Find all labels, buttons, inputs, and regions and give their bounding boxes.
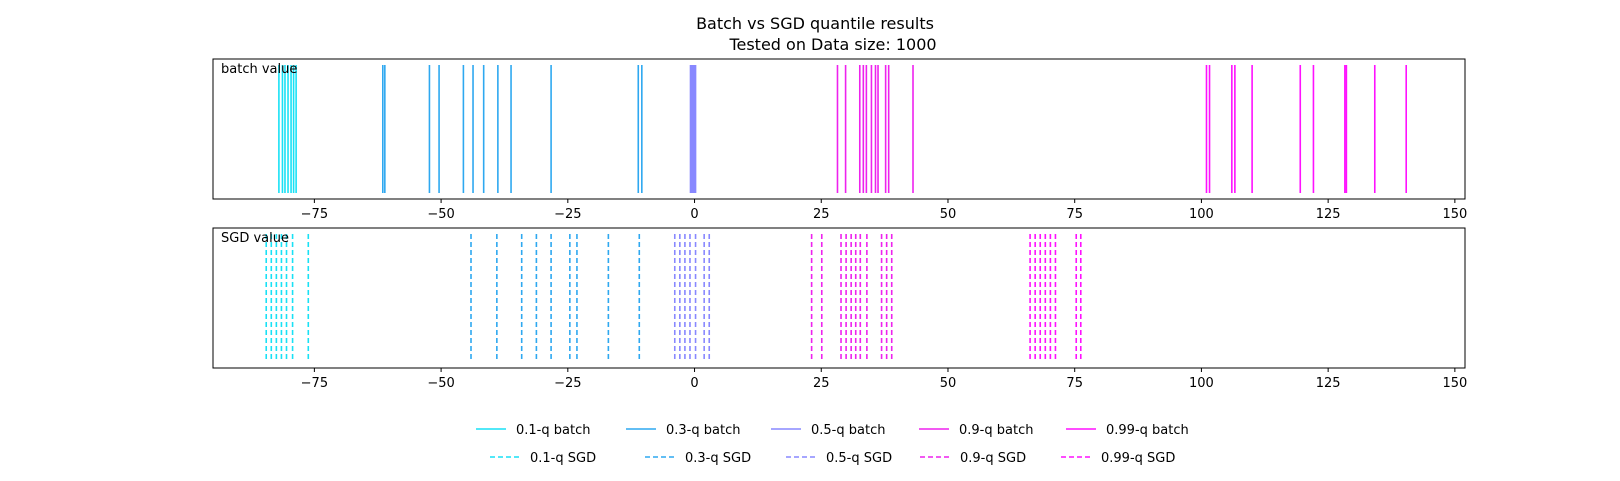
- x-tick-label: 125: [1316, 207, 1341, 222]
- x-tick-label: 0: [690, 207, 698, 222]
- legend-label: 0.99-q batch: [1106, 423, 1189, 438]
- x-tick-label: −25: [554, 376, 581, 391]
- x-tick-label: 100: [1189, 207, 1214, 222]
- legend-item: 0.99-q SGD: [1061, 451, 1175, 466]
- legend-item: 0.9-q batch: [919, 423, 1033, 438]
- panel-label: SGD value: [221, 231, 289, 246]
- legend-label: 0.5-q batch: [811, 423, 885, 438]
- legend-item: 0.1-q batch: [476, 423, 590, 438]
- chart-subtitle: Tested on Data size: 1000: [728, 35, 936, 54]
- axes-frame: [212, 58, 1466, 200]
- legend-label: 0.3-q batch: [666, 423, 740, 438]
- series-0-5-q-batch: [689, 65, 697, 193]
- x-tick-label: −75: [301, 207, 328, 222]
- x-tick-label: 0: [690, 376, 698, 391]
- series-0-9-q-batch: [836, 65, 914, 193]
- legend-label: 0.1-q batch: [516, 423, 590, 438]
- series-0-3-q-sgd: [470, 234, 641, 362]
- legend-label: 0.99-q SGD: [1101, 451, 1175, 466]
- x-tick-label: −50: [427, 376, 454, 391]
- axes-frame: [212, 227, 1466, 369]
- legend-item: 0.3-q SGD: [645, 451, 751, 466]
- legend-label: 0.9-q batch: [959, 423, 1033, 438]
- legend-item: 0.9-q SGD: [920, 451, 1026, 466]
- series-0-1-q-sgd: [265, 234, 310, 362]
- series-0-1-q-batch: [278, 65, 297, 193]
- x-tick-label: 50: [940, 207, 957, 222]
- legend-label: 0.3-q SGD: [685, 451, 751, 466]
- legend-item: 0.99-q batch: [1066, 423, 1189, 438]
- x-tick-label: −75: [301, 376, 328, 391]
- legend-item: 0.5-q SGD: [786, 451, 892, 466]
- x-tick-label: 75: [1066, 207, 1083, 222]
- legend-label: 0.5-q SGD: [826, 451, 892, 466]
- x-tick-label: 75: [1066, 376, 1083, 391]
- x-tick-label: −25: [554, 207, 581, 222]
- series-0-3-q-batch: [382, 65, 643, 193]
- panel-label: batch value: [221, 62, 297, 77]
- legend-item: 0.5-q batch: [771, 423, 885, 438]
- x-tick-label: 25: [813, 376, 830, 391]
- panel-batch: batch value −75 −50 −25 0 25 50 75 100 125 150: [212, 58, 1467, 222]
- x-tick-label: 100: [1189, 376, 1214, 391]
- series-0-99-q-sgd: [1029, 234, 1082, 362]
- x-tick-label: 150: [1442, 376, 1467, 391]
- series-0-5-q-sgd: [673, 234, 711, 362]
- x-tick-label: 50: [940, 376, 957, 391]
- legend-item: 0.1-q SGD: [490, 451, 596, 466]
- series-0-99-q-batch: [1205, 65, 1408, 193]
- series-0-9-q-sgd: [810, 234, 893, 362]
- legend-item: 0.3-q batch: [626, 423, 740, 438]
- x-tick-label: 150: [1442, 207, 1467, 222]
- chart-title: Batch vs SGD quantile results: [696, 14, 934, 33]
- x-tick-label: −50: [427, 207, 454, 222]
- legend-label: 0.1-q SGD: [530, 451, 596, 466]
- legend-label: 0.9-q SGD: [960, 451, 1026, 466]
- panel-sgd: SGD value −75 −50 −25 0 25 50 75 100 125 150: [212, 227, 1467, 391]
- x-tick-label: 25: [813, 207, 830, 222]
- x-tick-label: 125: [1316, 376, 1341, 391]
